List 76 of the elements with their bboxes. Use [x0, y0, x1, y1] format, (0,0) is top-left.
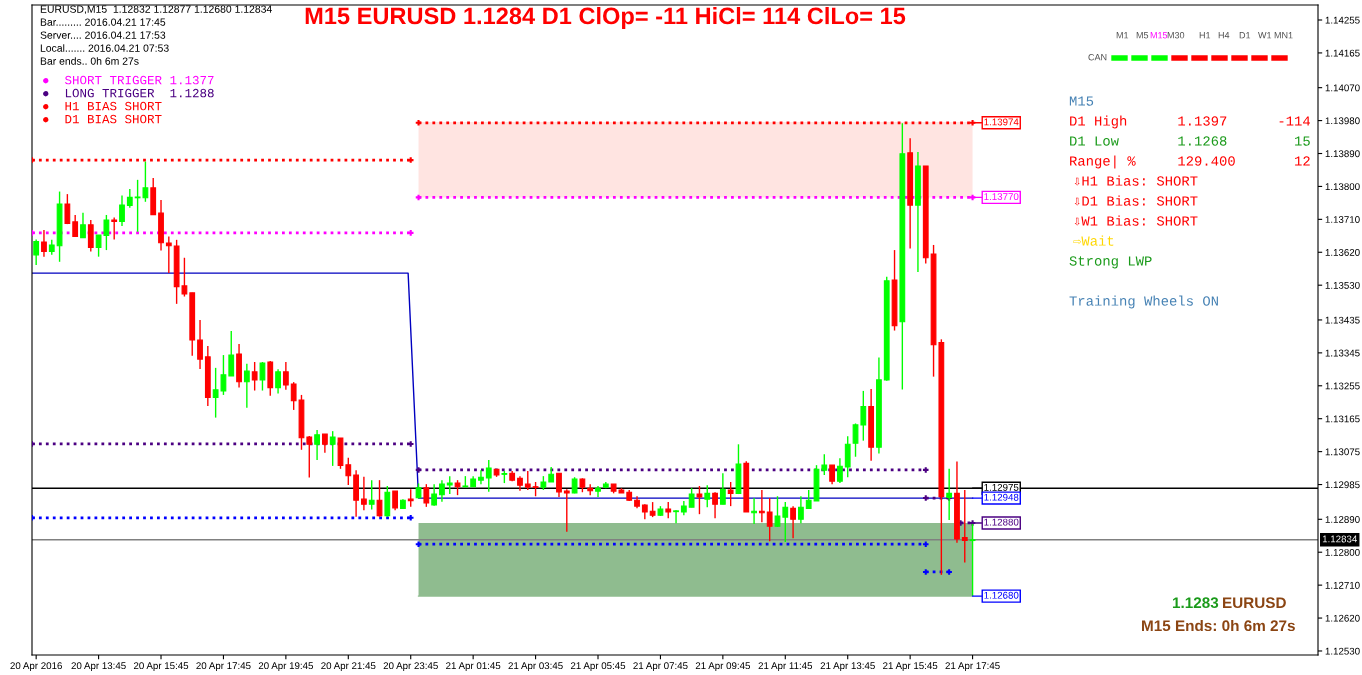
annotation: CAN: [1088, 54, 1107, 61]
annotation: Range| % 129.400 12: [1070, 155, 1310, 169]
x-tick-label: 21 Apr 15:45: [883, 662, 938, 672]
y-tick-label: 1.13165: [1325, 415, 1360, 423]
y-tick-label: 1.13530: [1325, 281, 1360, 289]
y-tick-label: 1.13620: [1325, 249, 1360, 256]
x-tick-label: 20 Apr 13:45: [71, 662, 126, 672]
annotation: 1.13770: [984, 193, 1019, 201]
x-tick-label: 20 Apr 17:45: [196, 662, 251, 672]
annotation: 1.1283: [1172, 597, 1219, 609]
x-tick-label: 21 Apr 13:45: [820, 662, 875, 672]
y-tick-label: 1.13710: [1325, 216, 1360, 223]
annotation: M5: [1136, 32, 1149, 39]
annotation: Server.... 2016.04.21 17:53: [40, 31, 166, 39]
annotation: D1 High 1.1397 -114: [1070, 115, 1310, 129]
annotation: ⇨Wait: [1073, 235, 1114, 246]
y-tick-label: 1.12890: [1325, 516, 1360, 523]
y-tick-label: 1.13800: [1325, 183, 1360, 191]
x-tick-label: 21 Apr 01:45: [446, 662, 501, 672]
x-tick-label: 20 Apr 15:45: [133, 662, 189, 672]
annotation: M30: [1167, 32, 1185, 39]
annotation: MN1: [1274, 32, 1293, 39]
annotation: Bar......... 2016.04.21 17:45: [40, 18, 166, 26]
annotation: 1.12880: [984, 518, 1019, 526]
annotation: M15 Ends: 0h 6m 27s: [1142, 619, 1295, 632]
x-tick-label: 21 Apr 07:45: [633, 662, 688, 672]
x-tick-label: 21 Apr 17:45: [945, 662, 1000, 672]
annotation: H1: [1199, 32, 1211, 39]
annotation: D1 Low 1.1268 15: [1070, 136, 1310, 146]
annotation: 1.12975: [984, 483, 1019, 491]
annotation: D1: [1239, 32, 1251, 39]
annotation: EURUSD: [1223, 597, 1286, 609]
y-tick-label: 1.12620: [1325, 614, 1360, 622]
y-tick-label: 1.13075: [1325, 448, 1360, 456]
x-tick-label: 20 Apr 19:45: [258, 662, 314, 672]
annotation: 1.12680: [984, 591, 1019, 599]
y-tick-label: 1.13890: [1325, 150, 1360, 158]
y-tick-label: 1.14070: [1325, 84, 1360, 92]
annotation: Bar ends.. 0h 6m 27s: [40, 57, 139, 65]
x-tick-label: 21 Apr 03:45: [508, 662, 563, 672]
y-tick-label: 1.13255: [1325, 382, 1360, 390]
x-tick-label: 20 Apr 2016: [10, 662, 62, 672]
ref-line-label: 1.12834: [1322, 535, 1358, 543]
annotation: Local....... 2016.04.21 07:53: [40, 44, 169, 52]
y-tick-label: 1.12985: [1325, 481, 1360, 489]
x-tick-label: 21 Apr 05:45: [570, 662, 626, 672]
x-tick-label: 20 Apr 21:45: [321, 662, 376, 672]
annotation: H4: [1218, 32, 1230, 39]
annotation: ⇩W1 Bias: SHORT: [1074, 215, 1198, 226]
x-tick-label: 21 Apr 09:45: [695, 662, 751, 672]
annotation: M15: [1150, 32, 1168, 39]
annotation: W1: [1258, 32, 1272, 39]
annotation: ● SHORT TRIGGER 1.1377: [43, 75, 214, 85]
x-tick-label: 21 Apr 11:45: [758, 662, 813, 672]
annotation: ⇩D1 Bias: SHORT: [1074, 195, 1198, 206]
y-tick-label: 1.14255: [1325, 16, 1360, 24]
annotation: M1: [1116, 32, 1129, 39]
y-tick-label: 1.12800: [1325, 548, 1360, 556]
annotation: 1.12948: [984, 493, 1019, 501]
annotation: Strong LWP: [1069, 256, 1152, 269]
annotation: Training Wheels ON: [1069, 295, 1218, 309]
y-tick-label: 1.13345: [1325, 349, 1360, 357]
y-tick-label: 1.14165: [1325, 49, 1360, 57]
annotation: ⇩H1 Bias: SHORT: [1074, 175, 1198, 186]
annotation: 1.13974: [984, 118, 1019, 126]
annotation: ● D1 BIAS SHORT: [43, 114, 162, 124]
annotation: M15: [1069, 96, 1094, 106]
annotation: ● H1 BIAS SHORT: [43, 101, 162, 111]
x-tick-label: 20 Apr 23:45: [383, 662, 438, 672]
y-tick-label: 1.12530: [1325, 647, 1360, 655]
annotation: ● LONG TRIGGER 1.1288: [43, 88, 214, 98]
annotation: EURUSD,M15 1.12832 1.12877 1.12680 1.12834: [40, 5, 272, 15]
y-tick-label: 1.12710: [1325, 581, 1360, 589]
y-tick-label: 1.13980: [1325, 117, 1360, 125]
chart-title: M15 EURUSD 1.1284 D1 ClOp= -11 HiCl= 114 ClLo= 15: [305, 7, 906, 29]
y-tick-label: 1.13435: [1325, 316, 1360, 324]
